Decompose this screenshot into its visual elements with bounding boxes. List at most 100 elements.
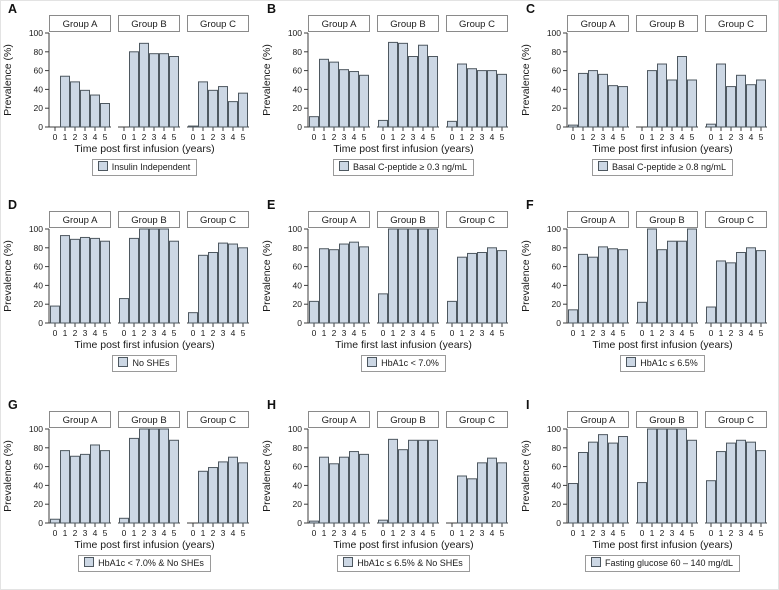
x-tick-label: 5 (759, 528, 764, 538)
x-tick-label: 3 (152, 132, 157, 142)
group-strip-label: Group C (459, 415, 495, 426)
y-tick-label: 100 (288, 224, 302, 234)
bar (457, 475, 467, 524)
x-tick-label: 4 (680, 328, 685, 338)
y-axis-title: Prevalence (%) (520, 440, 532, 512)
x-tick-label: 0 (191, 528, 196, 538)
x-tick-label: 4 (352, 528, 357, 538)
x-axis-title: Time post first infusion (years) (74, 143, 215, 155)
bar (378, 119, 388, 128)
bar (169, 56, 179, 128)
x-tick-label: 2 (401, 528, 406, 538)
legend-box: HbA1c < 7.0% & No SHEs (78, 555, 211, 572)
x-tick-label: 3 (221, 132, 226, 142)
y-tick-label: 100 (29, 224, 43, 234)
legend-swatch-icon (367, 357, 378, 367)
bar (80, 236, 90, 324)
x-tick-label: 4 (231, 132, 236, 142)
x-tick-label: 3 (670, 528, 675, 538)
bar (319, 456, 329, 524)
x-tick-label: 2 (332, 528, 337, 538)
legend: HbA1c ≤ 6.5% (555, 353, 770, 372)
group-strip (636, 211, 698, 228)
bar (608, 442, 618, 524)
group-strip (308, 211, 370, 228)
bar (378, 519, 388, 524)
group-strip-label: Group B (390, 19, 425, 30)
bar (457, 63, 467, 128)
group-strip-label: Group A (63, 415, 99, 426)
y-axis-title: Prevalence (%) (520, 240, 532, 312)
x-tick-label: 3 (739, 528, 744, 538)
x-tick-label: 3 (601, 328, 606, 338)
x-tick-label: 3 (601, 132, 606, 142)
x-tick-label: 4 (231, 528, 236, 538)
group-strip (705, 211, 767, 228)
x-tick-label: 5 (759, 328, 764, 338)
group-strip-label: Group C (718, 215, 754, 226)
bar (329, 249, 339, 324)
y-tick-label: 100 (288, 424, 302, 434)
y-tick-label: 20 (293, 499, 303, 509)
group-strip (49, 15, 111, 32)
bar (349, 71, 359, 128)
bar (139, 428, 149, 524)
bar (218, 86, 228, 128)
x-tick-label: 2 (591, 132, 596, 142)
x-tick-label: 1 (650, 328, 655, 338)
x-tick-label: 4 (162, 328, 167, 338)
bar (657, 428, 667, 524)
x-tick-label: 3 (411, 132, 416, 142)
bar (598, 73, 608, 128)
group-strip-label: Group A (581, 215, 617, 226)
x-axis-title: Time post first infusion (years) (333, 539, 474, 551)
legend-box: Basal C-peptide ≥ 0.8 ng/mL (591, 159, 733, 176)
y-tick-label: 40 (293, 480, 303, 490)
x-tick-label: 3 (152, 528, 157, 538)
panel-label: F (526, 198, 534, 212)
x-tick-label: 1 (201, 328, 206, 338)
y-tick-label: 40 (552, 280, 562, 290)
panel-label: G (8, 398, 18, 412)
x-tick-label: 1 (719, 132, 724, 142)
x-tick-label: 3 (480, 132, 485, 142)
legend-swatch-icon (118, 357, 129, 367)
x-tick-label: 4 (421, 132, 426, 142)
x-tick-label: 1 (63, 528, 68, 538)
x-tick-label: 1 (391, 528, 396, 538)
legend-swatch-icon (84, 557, 95, 567)
bar (756, 79, 766, 128)
y-tick-label: 80 (34, 443, 44, 453)
legend: HbA1c < 7.0% (296, 353, 511, 372)
bar (618, 436, 628, 524)
y-tick-label: 60 (293, 462, 303, 472)
bar (667, 240, 677, 324)
bar (756, 250, 766, 324)
group-strip (636, 15, 698, 32)
bar (598, 246, 608, 324)
x-tick-label: 5 (500, 528, 505, 538)
bar (497, 73, 507, 128)
bar (169, 240, 179, 324)
x-tick-label: 1 (391, 132, 396, 142)
bar (398, 228, 408, 324)
bar (329, 463, 339, 524)
group-strip (187, 411, 249, 428)
x-tick-label: 1 (322, 132, 327, 142)
y-tick-label: 0 (38, 518, 43, 528)
x-tick-label: 2 (591, 528, 596, 538)
bar (208, 89, 218, 128)
bar (129, 237, 139, 324)
x-tick-label: 5 (241, 528, 246, 538)
x-tick-label: 5 (103, 132, 108, 142)
legend-label: Fasting glucose 60 – 140 mg/dL (604, 558, 734, 568)
x-tick-label: 3 (739, 328, 744, 338)
x-tick-label: 0 (381, 328, 386, 338)
x-tick-label: 4 (93, 132, 98, 142)
y-tick-label: 0 (556, 518, 561, 528)
x-tick-label: 0 (709, 328, 714, 338)
x-tick-label: 5 (172, 528, 177, 538)
y-tick-label: 0 (556, 318, 561, 328)
x-tick-label: 5 (241, 132, 246, 142)
